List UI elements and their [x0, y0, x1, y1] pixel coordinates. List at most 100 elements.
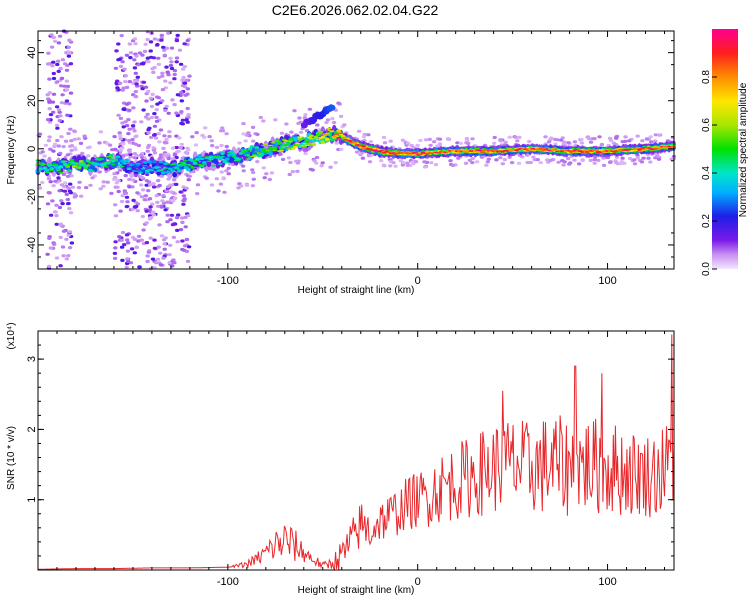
- ridge-cell: [190, 166, 196, 169]
- noise-speck: [185, 259, 191, 263]
- noise-speck: [52, 242, 57, 246]
- ridge-cell: [229, 151, 235, 154]
- haze-speck: [360, 156, 366, 160]
- noise-speck: [58, 235, 63, 239]
- ridge-cell: [208, 158, 214, 161]
- haze-speck: [146, 189, 151, 193]
- haze-speck: [339, 147, 344, 151]
- haze-speck: [632, 162, 638, 166]
- noise-speck: [170, 98, 175, 102]
- ridge-cell: [331, 136, 337, 138]
- noise-speck: [175, 33, 180, 38]
- noise-speck: [51, 35, 56, 40]
- noise-speck: [141, 108, 146, 112]
- ridge-cell: [158, 160, 164, 164]
- ridge-cell: [165, 162, 171, 165]
- haze-speck: [143, 194, 148, 198]
- haze-speck: [59, 183, 65, 187]
- haze-speck: [72, 195, 78, 199]
- ridge-cell: [347, 139, 353, 142]
- noise-speck: [167, 253, 172, 257]
- haze-speck: [190, 135, 195, 139]
- noise-speck: [134, 245, 139, 249]
- ridge-cell: [227, 153, 232, 157]
- noise-speck: [182, 42, 187, 46]
- ridge-cell: [179, 161, 184, 164]
- noise-speck: [136, 143, 142, 148]
- haze-speck: [251, 177, 256, 181]
- ridge-cell: [140, 168, 146, 172]
- haze-speck: [648, 160, 653, 164]
- noise-speck: [46, 264, 52, 268]
- haze-speck: [241, 132, 246, 136]
- haze-speck: [255, 160, 260, 164]
- ridge-cell: [58, 165, 64, 169]
- haze-speck: [538, 161, 543, 165]
- ridge-cell: [668, 146, 674, 149]
- noise-speck: [112, 251, 118, 255]
- haze-speck: [280, 157, 286, 161]
- noise-speck: [140, 87, 145, 91]
- noise-speck: [139, 84, 144, 88]
- noise-speck: [130, 124, 136, 128]
- snr-y-ticks: 1 2 3: [26, 344, 674, 557]
- haze-speck: [470, 161, 475, 165]
- noise-speck: [185, 87, 191, 91]
- ridge-cell: [172, 171, 178, 178]
- haze-speck: [546, 140, 552, 144]
- ridge-cell: [129, 163, 134, 166]
- noise-speck: [52, 144, 57, 149]
- noise-speck: [119, 34, 124, 38]
- haze-speck: [118, 134, 123, 138]
- haze-speck: [177, 136, 182, 140]
- noise-speck: [176, 213, 181, 217]
- noise-speck: [66, 54, 72, 58]
- haze-speck: [207, 135, 212, 139]
- noise-speck: [124, 195, 130, 199]
- noise-speck: [48, 246, 53, 250]
- noise-speck: [64, 88, 70, 92]
- noise-speck: [179, 110, 184, 114]
- noise-speck: [164, 141, 169, 145]
- noise-speck: [58, 66, 63, 71]
- haze-speck: [262, 176, 267, 180]
- noise-speck: [57, 205, 63, 210]
- haze-speck: [273, 118, 278, 122]
- haze-speck: [555, 138, 560, 142]
- haze-speck: [368, 140, 374, 144]
- y-tick-label: -40: [26, 237, 38, 253]
- noise-speck: [156, 62, 162, 66]
- haze-speck: [614, 161, 619, 165]
- ridge-cell: [124, 162, 130, 164]
- noise-speck: [54, 256, 60, 260]
- noise-speck: [152, 124, 158, 128]
- ridge-cell: [299, 145, 305, 147]
- haze-speck: [553, 142, 558, 146]
- haze-speck: [149, 135, 154, 140]
- noise-speck: [116, 189, 121, 194]
- haze-speck: [181, 185, 186, 189]
- noise-speck: [160, 88, 166, 92]
- ridge-cell: [186, 163, 191, 166]
- y-tick-label: 0: [26, 146, 38, 152]
- haze-speck: [113, 185, 118, 189]
- haze-speck: [432, 140, 437, 144]
- noise-speck: [164, 189, 169, 193]
- ridge-cell: [110, 163, 116, 166]
- noise-speck: [124, 205, 129, 209]
- colorbar-tick-label: 0.2: [701, 214, 712, 228]
- haze-speck: [146, 143, 152, 147]
- ridge-cell: [204, 156, 210, 158]
- noise-speck: [123, 174, 128, 178]
- noise-speck: [145, 254, 150, 258]
- noise-speck: [154, 119, 160, 123]
- haze-speck: [117, 131, 122, 135]
- noise-speck: [56, 41, 62, 45]
- noise-speck: [132, 66, 138, 70]
- noise-speck: [144, 241, 150, 245]
- noise-speck: [181, 75, 186, 80]
- haze-speck: [653, 133, 658, 137]
- noise-speck: [141, 228, 146, 232]
- haze-speck: [289, 130, 294, 134]
- haze-speck: [566, 157, 571, 161]
